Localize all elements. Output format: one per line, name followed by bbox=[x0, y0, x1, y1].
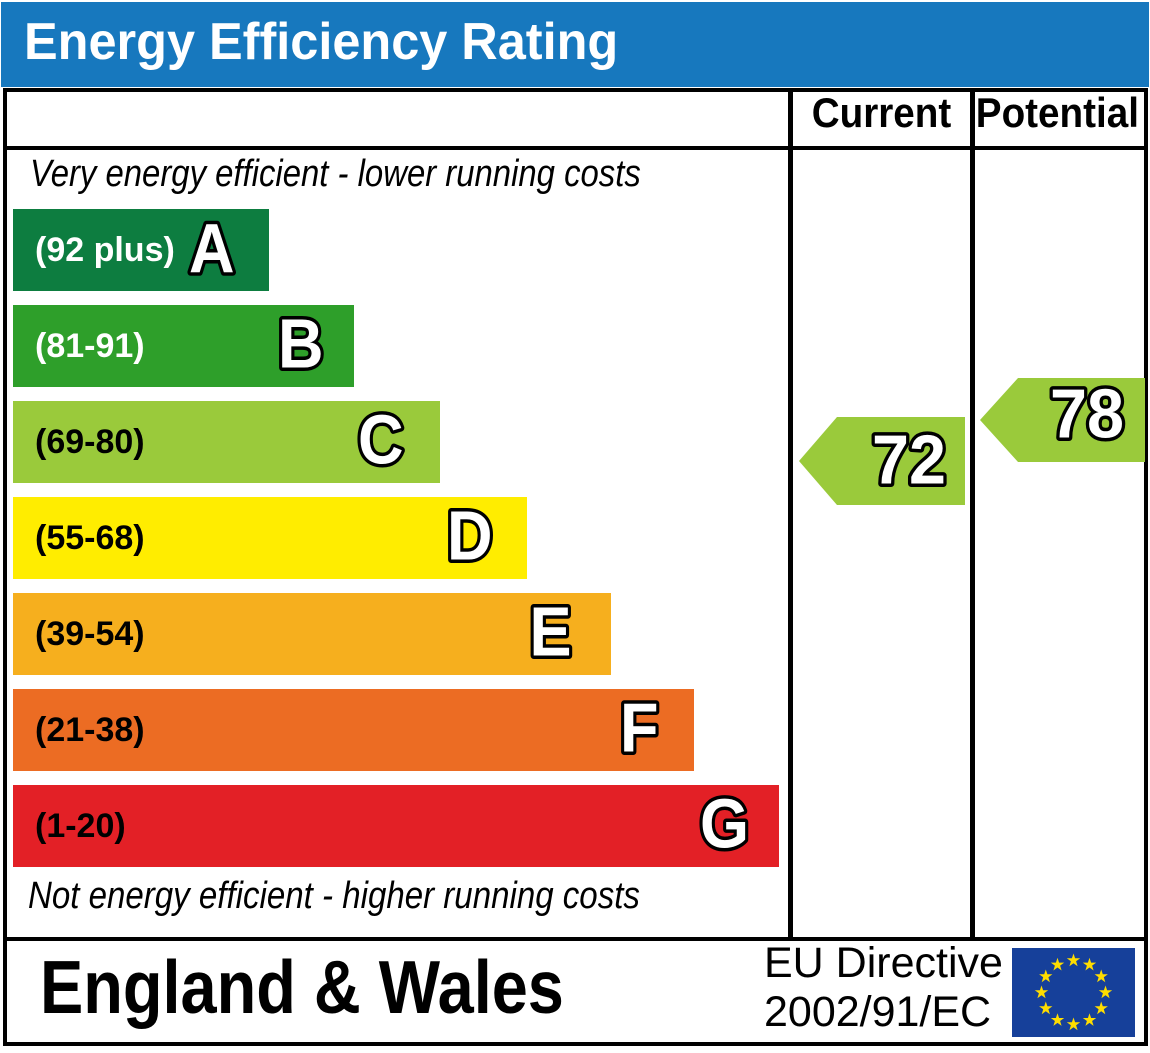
svg-text:D: D bbox=[447, 497, 492, 575]
svg-text:E: E bbox=[529, 593, 571, 671]
svg-text:72: 72 bbox=[872, 421, 946, 499]
svg-text:A: A bbox=[189, 210, 234, 288]
svg-text:B: B bbox=[278, 305, 323, 383]
svg-text:F: F bbox=[620, 689, 658, 767]
svg-text:C: C bbox=[358, 401, 403, 479]
svg-text:G: G bbox=[700, 785, 749, 863]
svg-text:78: 78 bbox=[1050, 375, 1124, 453]
